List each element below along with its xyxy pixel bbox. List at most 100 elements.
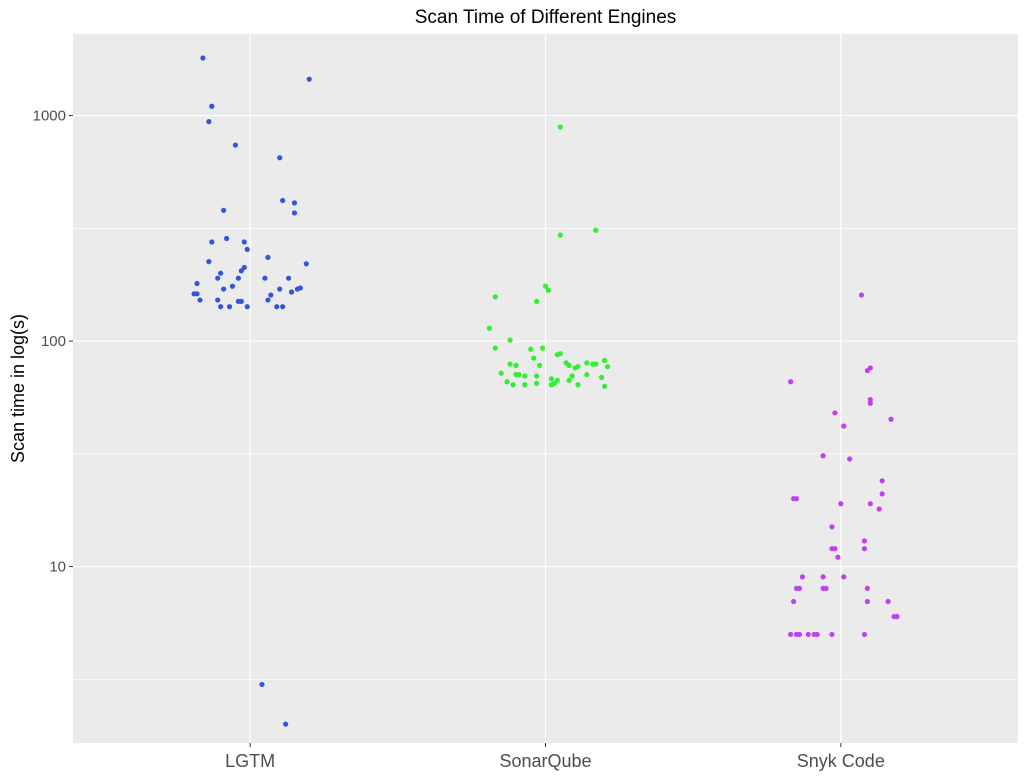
grid-lines: [73, 34, 1018, 743]
data-point: [584, 371, 590, 378]
data-point: [244, 304, 250, 310]
data-point: [879, 491, 885, 497]
data-point: [283, 721, 289, 727]
data-point: [194, 291, 200, 297]
data-point: [557, 232, 563, 238]
data-point: [788, 631, 794, 638]
data-point: [522, 373, 528, 379]
data-point: [820, 453, 826, 459]
data-point: [274, 304, 280, 310]
data-point: [531, 355, 537, 361]
data-point: [832, 546, 838, 552]
data-point: [861, 538, 868, 544]
data-point: [838, 501, 844, 507]
data-point: [542, 283, 549, 289]
data-point: [847, 456, 853, 462]
data-point: [197, 297, 203, 303]
data-point: [829, 631, 835, 638]
data-point: [280, 304, 286, 310]
data-point: [516, 371, 522, 378]
data-point: [841, 574, 847, 580]
data-point: [280, 197, 286, 204]
data-point: [303, 261, 309, 267]
data-point: [235, 275, 241, 281]
data-point: [513, 362, 519, 368]
y-axis-label: Scan time in log(s): [8, 314, 28, 463]
data-point: [232, 142, 239, 148]
y-tick-label: 100: [41, 333, 66, 350]
data-point: [548, 376, 555, 382]
data-point: [601, 383, 608, 389]
data-point: [536, 362, 543, 368]
data-point: [805, 631, 811, 638]
data-point: [268, 292, 274, 298]
data-point: [599, 374, 605, 380]
data-point: [823, 585, 829, 592]
data-point: [262, 275, 268, 281]
data-point: [832, 410, 838, 416]
data-point: [861, 546, 868, 552]
data-point: [604, 364, 611, 370]
data-point: [864, 585, 870, 592]
data-point: [539, 345, 546, 351]
data-point: [200, 55, 206, 61]
data-point: [492, 345, 498, 351]
chart-title: Scan Time of Different Engines: [415, 7, 677, 28]
data-point: [507, 361, 513, 367]
data-point: [507, 337, 513, 343]
data-point: [575, 364, 581, 370]
data-point: [557, 350, 563, 357]
data-point: [557, 124, 563, 130]
data-point: [569, 373, 575, 379]
data-point: [888, 416, 894, 422]
y-axis: 10 100 1000: [33, 108, 73, 576]
data-point: [796, 631, 803, 638]
data-point: [864, 367, 870, 374]
data-point: [306, 76, 312, 82]
data-point: [584, 360, 590, 366]
data-point: [218, 304, 224, 310]
data-point: [858, 292, 865, 298]
data-point: [879, 478, 885, 484]
data-point: [593, 227, 599, 233]
data-point: [534, 380, 540, 386]
data-point: [226, 304, 233, 310]
y-tick-label: 10: [49, 559, 66, 576]
data-point: [265, 297, 271, 303]
data-point: [241, 239, 247, 245]
data-point: [221, 286, 227, 292]
data-points: [191, 55, 900, 727]
data-point: [223, 235, 230, 242]
data-point: [790, 598, 797, 605]
data-point: [209, 239, 215, 245]
data-point: [799, 574, 806, 580]
data-point: [814, 631, 820, 638]
data-point: [288, 289, 295, 295]
data-point: [259, 681, 265, 688]
data-point: [593, 361, 599, 367]
data-point: [820, 574, 826, 580]
data-point: [835, 554, 841, 560]
data-point: [215, 297, 221, 303]
data-point: [510, 382, 516, 388]
data-point: [885, 598, 891, 605]
data-point: [867, 400, 873, 406]
data-point: [241, 264, 247, 271]
data-point: [206, 259, 212, 265]
data-point: [221, 207, 227, 213]
data-point: [788, 379, 794, 385]
data-point: [265, 254, 271, 260]
data-point: [867, 397, 873, 403]
data-point: [498, 370, 504, 376]
data-point: [297, 285, 303, 291]
data-point: [534, 373, 540, 379]
data-point: [793, 496, 800, 502]
data-point: [601, 357, 608, 364]
data-point: [486, 325, 492, 331]
data-point: [864, 598, 870, 605]
x-tick-label: SonarQube: [499, 751, 591, 771]
data-point: [566, 377, 572, 383]
data-point: [793, 585, 800, 592]
data-point: [285, 275, 292, 281]
